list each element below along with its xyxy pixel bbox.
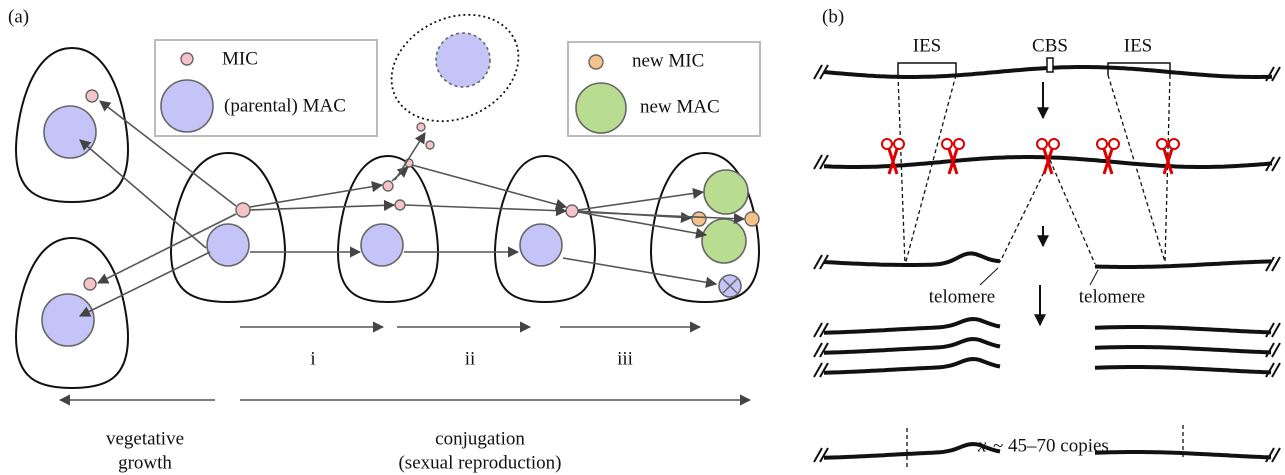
dna-strand bbox=[824, 444, 1000, 458]
arrow bbox=[578, 192, 703, 210]
break-mark bbox=[814, 323, 828, 337]
legend-label: (parental) MAC bbox=[224, 95, 346, 116]
arrow bbox=[392, 167, 408, 181]
scissors bbox=[894, 139, 904, 149]
break-mark bbox=[814, 363, 828, 377]
stage-label: i bbox=[310, 348, 315, 369]
arrow bbox=[405, 205, 566, 211]
scissors bbox=[942, 139, 952, 149]
break-mark bbox=[1266, 257, 1280, 271]
guide-line bbox=[1000, 160, 1050, 262]
new-micronucleus bbox=[692, 212, 706, 226]
micronucleus bbox=[383, 181, 393, 191]
arrow bbox=[395, 133, 425, 180]
micronucleus bbox=[417, 123, 425, 131]
arrow bbox=[250, 185, 382, 207]
micronucleus bbox=[236, 203, 250, 217]
cbs-mark bbox=[1047, 58, 1053, 72]
new-macronucleus bbox=[704, 170, 748, 214]
scissors bbox=[889, 149, 897, 174]
dna-strand bbox=[1095, 367, 1271, 372]
legend-new-mac bbox=[576, 83, 626, 133]
scissors bbox=[1037, 139, 1047, 149]
break-mark bbox=[1266, 323, 1280, 337]
arrow bbox=[80, 252, 210, 316]
figure: (a) MIC (parental) MAC new MIC new MAC i… bbox=[0, 0, 1285, 475]
phase-label: growth bbox=[118, 452, 172, 473]
macronucleus bbox=[520, 224, 562, 266]
arrow bbox=[563, 258, 716, 284]
guide-line bbox=[1108, 75, 1165, 262]
phase-label: (sexual reproduction) bbox=[398, 452, 561, 473]
legend-mic bbox=[181, 53, 193, 65]
new-micronucleus bbox=[745, 212, 759, 226]
phase-label: vegetative bbox=[106, 428, 184, 449]
dna-strand bbox=[1095, 261, 1271, 267]
scissors bbox=[1097, 139, 1107, 149]
macronucleus bbox=[42, 294, 94, 346]
dna-strand bbox=[824, 253, 1000, 265]
scissors bbox=[954, 139, 964, 149]
legend-new-mic bbox=[589, 55, 603, 69]
leader bbox=[1090, 270, 1098, 285]
macronucleus bbox=[44, 106, 96, 158]
micronucleus bbox=[566, 205, 578, 217]
dna-strand bbox=[824, 359, 1000, 373]
guide-line bbox=[905, 75, 956, 265]
arrow bbox=[412, 165, 566, 207]
arrow bbox=[80, 140, 206, 248]
panel-label: (a) bbox=[8, 6, 29, 27]
dna-strand bbox=[824, 319, 1000, 333]
scissors bbox=[882, 139, 892, 149]
copies-variable: x bbox=[977, 435, 987, 456]
telomere-label: telomere bbox=[1079, 286, 1145, 307]
break-mark bbox=[1266, 448, 1280, 462]
dna-strand bbox=[1095, 327, 1271, 332]
ies-label: IES bbox=[913, 35, 942, 56]
micronucleus bbox=[395, 200, 405, 210]
macronucleus bbox=[207, 224, 249, 266]
phase-label: conjugation bbox=[435, 428, 525, 449]
new-macronucleus bbox=[702, 219, 746, 263]
micronucleus bbox=[84, 278, 96, 290]
break-mark bbox=[1266, 343, 1280, 357]
macronucleus bbox=[361, 224, 403, 266]
macronucleus bbox=[436, 33, 490, 87]
break-mark bbox=[1266, 67, 1280, 81]
scissors bbox=[1169, 139, 1179, 149]
copies-label: ~ 45–70 copies bbox=[993, 435, 1109, 456]
leader bbox=[980, 268, 998, 285]
legend-label: new MIC bbox=[632, 50, 704, 71]
scissors bbox=[1049, 139, 1059, 149]
ies-label: IES bbox=[1124, 35, 1153, 56]
legend-mac bbox=[161, 80, 213, 132]
break-mark bbox=[814, 343, 828, 357]
guide-line bbox=[898, 75, 905, 265]
break-mark bbox=[1266, 363, 1280, 377]
dna-strand bbox=[1095, 347, 1271, 352]
arrow bbox=[250, 205, 394, 210]
telomere-label: telomere bbox=[929, 286, 995, 307]
panel-label: (b) bbox=[822, 6, 844, 27]
stage-label: iii bbox=[617, 348, 633, 369]
legend-label: MIC bbox=[222, 48, 258, 69]
legend-label: new MAC bbox=[640, 96, 720, 117]
stage-label: ii bbox=[465, 348, 476, 369]
ies-bracket bbox=[898, 63, 956, 75]
scissors bbox=[1157, 139, 1167, 149]
micronucleus bbox=[86, 90, 98, 102]
scissors bbox=[1109, 139, 1119, 149]
dna-strand bbox=[824, 339, 1000, 353]
guide-line bbox=[1050, 160, 1095, 264]
micronucleus bbox=[426, 141, 434, 149]
cbs-label: CBS bbox=[1032, 35, 1068, 56]
break-mark bbox=[814, 448, 828, 462]
